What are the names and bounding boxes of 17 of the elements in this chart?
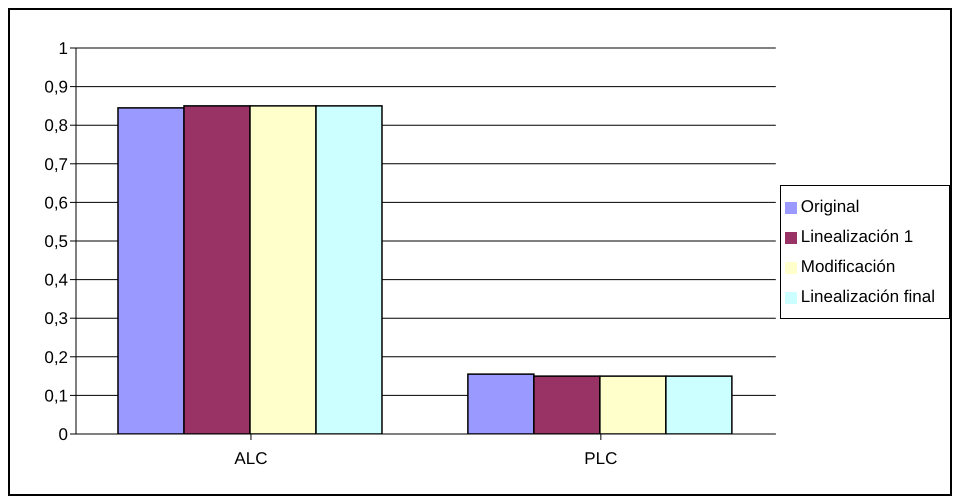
legend-label: Linealización 1 — [800, 227, 914, 246]
legend-label: Original — [800, 197, 860, 216]
legend-label: Modificación — [800, 257, 896, 276]
x-tick-label: PLC — [584, 449, 618, 468]
y-tick-label: 0 — [58, 425, 68, 444]
y-tick-label: 0,8 — [44, 116, 68, 136]
x-tick-label: ALC — [234, 449, 268, 468]
legend-label: Linealización final — [800, 287, 935, 306]
y-tick-label: 1 — [58, 39, 68, 58]
y-tick-label: 0,4 — [44, 270, 68, 290]
y-tick-label: 0,3 — [44, 309, 68, 328]
y-tick-label: 0,6 — [44, 193, 68, 212]
y-tick-label: 0,5 — [44, 232, 68, 252]
y-tick-label: 0,9 — [44, 78, 68, 97]
y-tick-label: 0,1 — [44, 386, 68, 406]
y-tick-label: 0,7 — [44, 154, 68, 174]
y-tick-label: 0,2 — [44, 348, 68, 367]
